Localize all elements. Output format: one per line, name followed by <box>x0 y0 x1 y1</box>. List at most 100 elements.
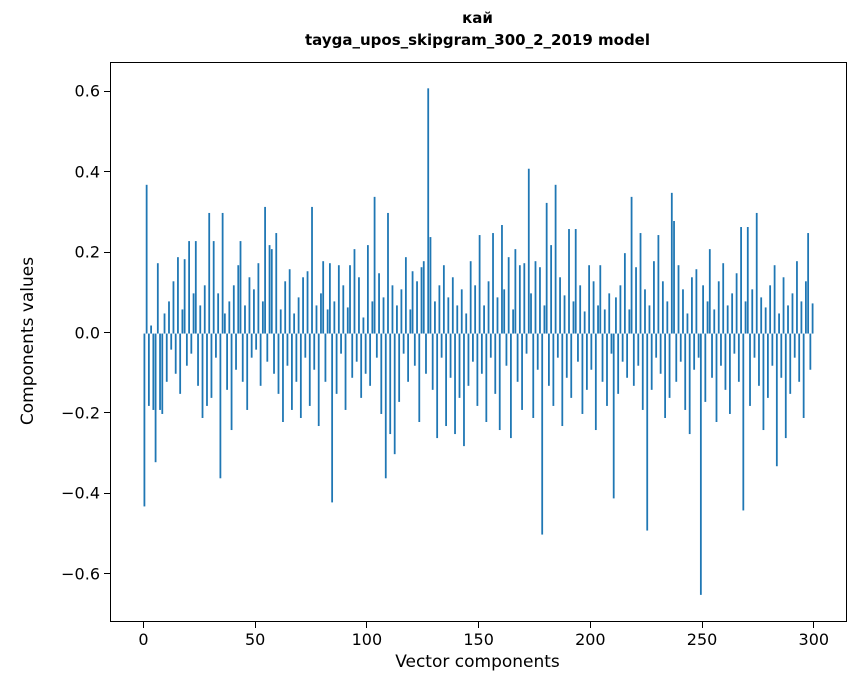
bar <box>378 273 380 334</box>
x-tick-mark <box>254 622 256 628</box>
bar <box>791 293 794 334</box>
bar <box>751 289 754 334</box>
bar <box>550 245 553 334</box>
bar <box>632 333 635 386</box>
bar <box>268 245 271 334</box>
bar <box>255 333 258 350</box>
bar <box>507 257 510 334</box>
bar <box>275 233 278 334</box>
bar <box>775 333 778 467</box>
bar <box>154 333 157 463</box>
bar <box>246 333 249 410</box>
bar <box>427 88 430 334</box>
bar <box>780 333 783 378</box>
bar <box>264 206 266 334</box>
bar <box>764 307 767 334</box>
bar <box>440 333 443 358</box>
x-tick-label: 200 <box>575 630 606 649</box>
bar <box>380 333 383 414</box>
bar <box>194 241 197 334</box>
bar <box>474 285 477 334</box>
bar <box>778 313 780 334</box>
bar <box>210 333 213 398</box>
bar <box>769 285 772 334</box>
bar <box>420 267 423 334</box>
bar <box>525 333 528 354</box>
bar <box>288 269 291 334</box>
bar <box>465 313 468 334</box>
bar <box>686 313 689 334</box>
bar <box>199 305 202 334</box>
bar <box>673 220 675 334</box>
bar <box>145 184 148 334</box>
bar <box>494 333 497 394</box>
bar <box>480 333 483 374</box>
bar <box>693 333 696 370</box>
bar <box>740 227 742 334</box>
y-tick-mark <box>104 573 110 575</box>
y-axis-label: Components values <box>18 256 38 426</box>
bar <box>661 281 664 334</box>
bar <box>313 333 316 370</box>
bar <box>684 333 687 410</box>
bar <box>749 333 751 406</box>
bar <box>610 333 613 354</box>
bar <box>809 333 812 370</box>
y-tick-label: 0.6 <box>74 81 100 101</box>
y-tick-label: 0.2 <box>74 242 100 262</box>
bar <box>163 313 166 334</box>
bar <box>472 333 474 362</box>
bar <box>688 333 691 435</box>
bar <box>387 212 389 334</box>
bar <box>317 333 320 427</box>
bar <box>503 289 506 334</box>
bar <box>165 333 168 382</box>
x-tick-label: 100 <box>351 630 383 649</box>
bar <box>259 333 262 386</box>
bar <box>364 333 367 374</box>
bar <box>297 297 300 334</box>
bar <box>637 333 640 366</box>
bar <box>695 269 698 334</box>
bar <box>742 333 745 511</box>
bar <box>505 333 508 366</box>
bar <box>342 285 345 334</box>
bar <box>331 333 334 503</box>
bar <box>212 241 215 334</box>
bar <box>644 289 646 334</box>
bar <box>735 273 738 334</box>
bar <box>273 333 275 374</box>
bar <box>534 261 537 334</box>
bar-series <box>143 88 814 595</box>
bar <box>239 241 242 334</box>
bar <box>373 196 376 334</box>
bar <box>603 309 606 334</box>
bar <box>208 212 211 334</box>
bar <box>545 202 548 334</box>
bar <box>449 333 452 378</box>
bar <box>156 263 159 334</box>
bar <box>442 265 445 334</box>
bar <box>626 333 629 378</box>
bar <box>628 309 631 334</box>
bar <box>447 297 450 334</box>
bar <box>753 333 756 358</box>
bar <box>668 333 671 398</box>
bar <box>302 277 304 334</box>
bar <box>523 263 526 334</box>
bar <box>559 277 561 334</box>
bar <box>478 235 481 334</box>
bar <box>458 333 461 398</box>
bar <box>510 333 512 439</box>
bar <box>574 229 577 334</box>
bar <box>635 267 637 334</box>
bar <box>438 285 441 334</box>
bar <box>664 333 666 418</box>
bar <box>583 311 586 334</box>
bar <box>429 237 432 334</box>
bar <box>237 265 240 334</box>
y-tick-label: 0.4 <box>74 162 100 182</box>
bar <box>456 305 459 334</box>
bar <box>811 303 814 334</box>
bar <box>295 333 298 382</box>
